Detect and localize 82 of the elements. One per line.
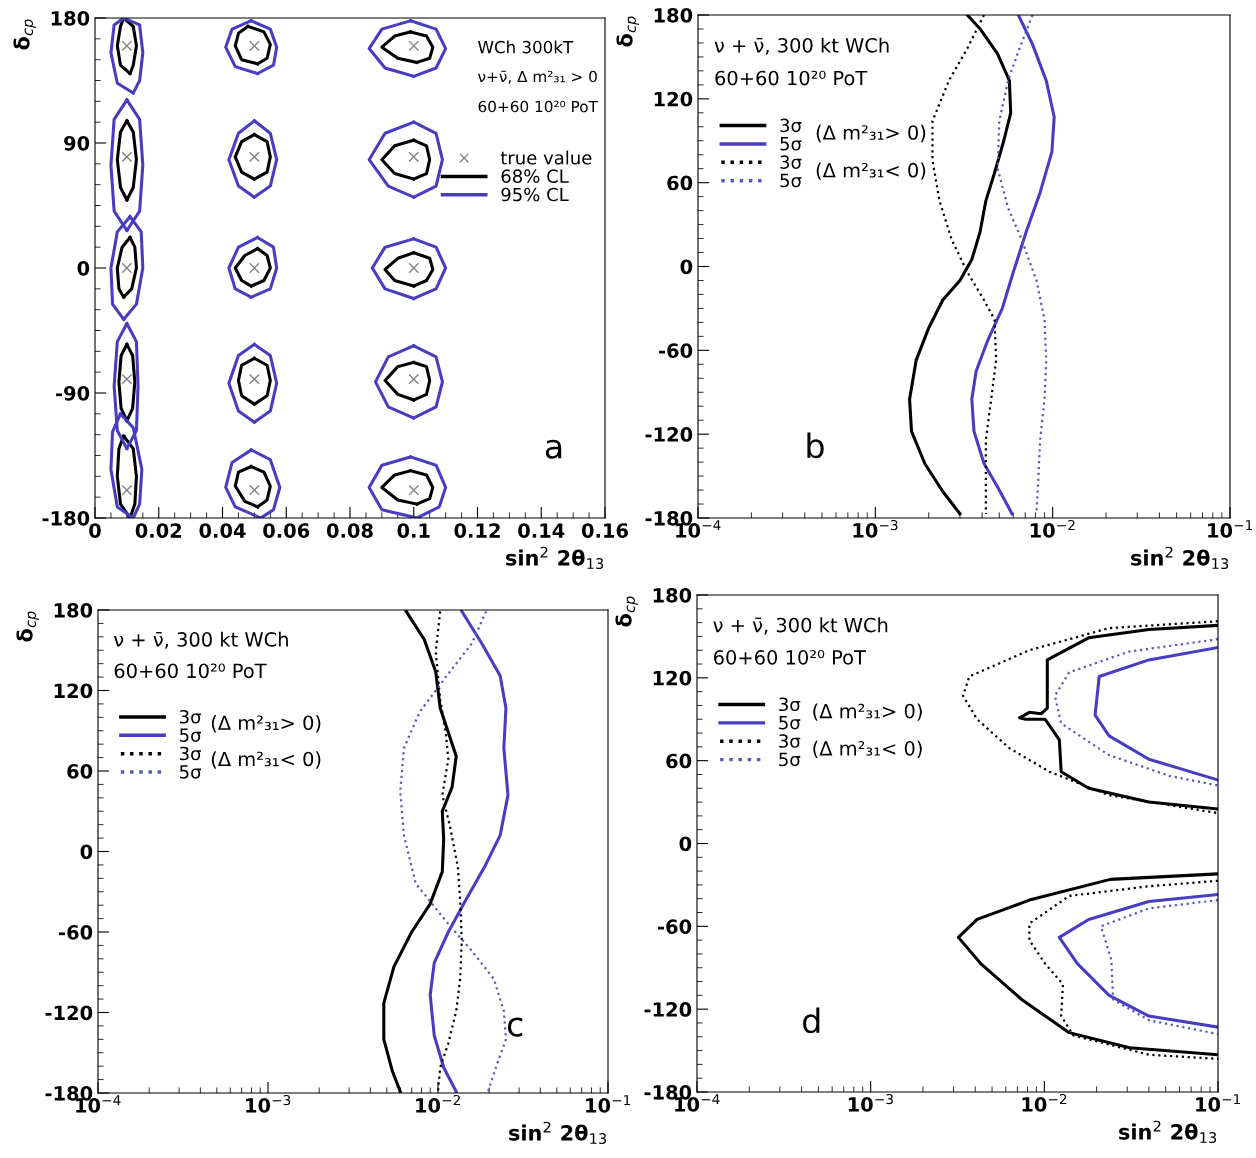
legend-label: 5σ xyxy=(779,716,801,730)
y-tick-label: -120 xyxy=(644,1002,692,1017)
legend-label: 5σ xyxy=(780,173,802,188)
y-tick-label: 120 xyxy=(653,670,692,686)
y-tick-label: -90 xyxy=(56,385,90,401)
annotation: ν + ν̄, 300 kt WCh xyxy=(713,617,888,635)
y-tick-label: 0 xyxy=(80,844,93,860)
x-tick-label: 10$^{−1}$ xyxy=(1196,1094,1241,1112)
x-tick-label: 10$^{−2}$ xyxy=(416,1094,460,1113)
x-tick-label: 10$^{−1}$ xyxy=(586,1095,631,1113)
annotation: (Δ m²₃₁< 0) xyxy=(816,162,926,180)
legend-label: 95% CL xyxy=(501,187,569,202)
annotation: 60+60 10²⁰ PoT xyxy=(478,100,598,113)
x-tick-label: 0.12 xyxy=(454,523,500,538)
y-tick-label: 180 xyxy=(654,7,693,23)
x-tick-label: 0.04 xyxy=(199,523,246,538)
y-axis-title: δ$_{cp}$ xyxy=(13,19,36,50)
legend-label: 3σ xyxy=(179,709,202,724)
x-axis-title: sin$^{2}$ 2θ$_{13}$ xyxy=(509,1121,607,1145)
legend-label: 5σ xyxy=(180,765,202,779)
x-tick-label: 0.08 xyxy=(326,523,373,538)
annotation: a xyxy=(545,439,562,459)
annotation: (Δ m²₃₁< 0) xyxy=(211,751,321,769)
y-tick-label: -60 xyxy=(59,924,93,940)
legend-label: 3σ xyxy=(779,734,801,748)
annotation: d xyxy=(803,1007,820,1034)
y-tick-label: 180 xyxy=(54,602,93,618)
annotation: (Δ m²₃₁> 0) xyxy=(816,124,926,143)
y-tick-label: 120 xyxy=(54,683,93,699)
annotation: WCh 300kT xyxy=(478,40,574,54)
legend-label: 3σ xyxy=(780,118,802,133)
y-tick-label: 90 xyxy=(64,135,90,151)
x-tick-label: 10$^{−3}$ xyxy=(246,1094,291,1113)
y-tick-label: 180 xyxy=(51,10,90,26)
y-tick-label: -60 xyxy=(658,919,692,934)
y-tick-label: 60 xyxy=(67,763,93,779)
y-tick-label: -60 xyxy=(659,343,693,358)
annotation: 60+60 10²⁰ PoT xyxy=(114,663,267,679)
annotation: (Δ m²₃₁> 0) xyxy=(211,715,321,733)
y-tick-label: 0 xyxy=(680,259,693,275)
y-tick-label: -120 xyxy=(45,1005,93,1021)
annotation: 60+60 10²⁰ PoT xyxy=(713,650,866,665)
x-tick-label: 10$^{−1}$ xyxy=(1208,520,1253,538)
legend-label: true value xyxy=(500,150,592,165)
y-tick-label: 60 xyxy=(666,753,692,769)
annotation: (Δ m²₃₁> 0) xyxy=(813,703,922,721)
y-tick-label: -180 xyxy=(42,510,90,526)
legend-label: 3σ xyxy=(779,697,801,712)
x-tick-label: 0.16 xyxy=(581,523,628,538)
annotation: 60+60 10²⁰ PoT xyxy=(715,70,868,86)
legend-label: 5σ xyxy=(180,728,202,742)
legend-label: 3σ xyxy=(780,155,802,169)
y-tick-label: 120 xyxy=(654,91,693,107)
y-tick-label: 0 xyxy=(77,260,90,276)
x-tick-label: 10$^{−3}$ xyxy=(848,1093,893,1112)
y-tick-label: 0 xyxy=(679,836,692,852)
legend-label: 5σ xyxy=(779,752,801,767)
x-tick-label: 10$^{−2}$ xyxy=(1030,519,1075,538)
annotation: ν + ν̄, 300 kt WCh xyxy=(114,631,288,649)
x-tick-label: 10$^{−3}$ xyxy=(853,519,898,538)
x-axis-title: sin$^{2}$ 2θ$_{13}$ xyxy=(506,546,604,570)
y-axis-title: δ$_{cp}$ xyxy=(616,16,639,47)
y-axis-title: δ$_{cp}$ xyxy=(615,596,638,627)
y-tick-label: 60 xyxy=(667,175,693,191)
x-tick-label: 0.14 xyxy=(518,523,565,538)
annotation: b xyxy=(807,432,824,459)
annotation: ν + ν̄, 300 kt WCh xyxy=(714,37,889,55)
x-tick-label: 0.02 xyxy=(135,523,182,538)
x-tick-label: 10$^{−2}$ xyxy=(1022,1093,1067,1112)
legend-label: 3σ xyxy=(179,746,202,761)
annotation: (Δ m²₃₁< 0) xyxy=(813,740,922,758)
x-tick-label: 0.1 xyxy=(397,523,430,538)
legend-label: 68% CL xyxy=(501,169,569,183)
annotation: ν+ν̄, Δ m²₃₁ > 0 xyxy=(478,70,597,84)
y-axis-title: δ$_{cp}$ xyxy=(16,611,39,642)
legend-label: 5σ xyxy=(780,137,802,151)
y-tick-label: -120 xyxy=(645,427,693,442)
y-tick-label: 180 xyxy=(653,587,692,603)
annotation: c xyxy=(507,1017,523,1037)
x-tick-label: 0.06 xyxy=(263,523,310,538)
x-axis-title: sin$^{2}$ 2θ$_{13}$ xyxy=(1119,1120,1217,1144)
x-axis-title: sin$^{2}$ 2θ$_{13}$ xyxy=(1131,546,1229,570)
